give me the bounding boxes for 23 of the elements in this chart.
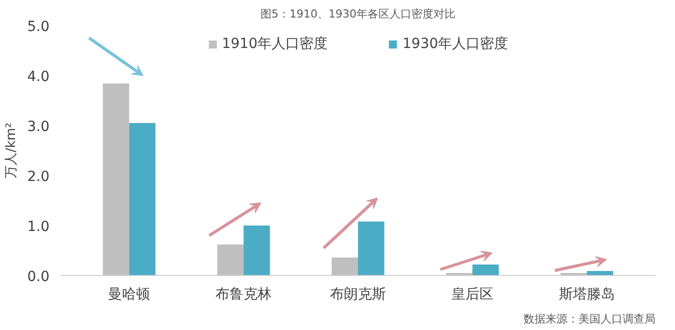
bar xyxy=(332,258,358,276)
y-tick-label: 0.0 xyxy=(27,269,50,285)
x-tick-label: 斯塔滕岛 xyxy=(558,286,615,302)
y-tick-label: 5.0 xyxy=(27,19,50,35)
x-tick-label: 布朗克斯 xyxy=(330,286,386,302)
bar xyxy=(358,222,384,276)
bar xyxy=(244,226,270,276)
bar xyxy=(217,244,244,276)
legend-label: 1910年人口密度 xyxy=(222,35,328,53)
bar xyxy=(472,264,499,276)
x-tick-label: 皇后区 xyxy=(451,286,494,302)
source-note: 数据来源：美国人口调查局 xyxy=(524,312,656,326)
bar xyxy=(102,84,130,276)
x-tick-label: 布鲁克林 xyxy=(216,286,272,302)
legend-label: 1930年人口密度 xyxy=(402,35,508,53)
y-axis-title: 万人/km² xyxy=(4,122,20,178)
y-tick-label: 1.0 xyxy=(27,219,50,235)
bar xyxy=(129,123,156,276)
chart-title: 图5：1910、1930年各区人口密度对比 xyxy=(260,8,456,20)
x-tick-label: 曼哈顿 xyxy=(108,286,150,302)
y-tick-label: 2.0 xyxy=(27,169,50,185)
y-tick-label: 4.0 xyxy=(27,69,50,85)
y-tick-label: 3.0 xyxy=(27,119,50,135)
